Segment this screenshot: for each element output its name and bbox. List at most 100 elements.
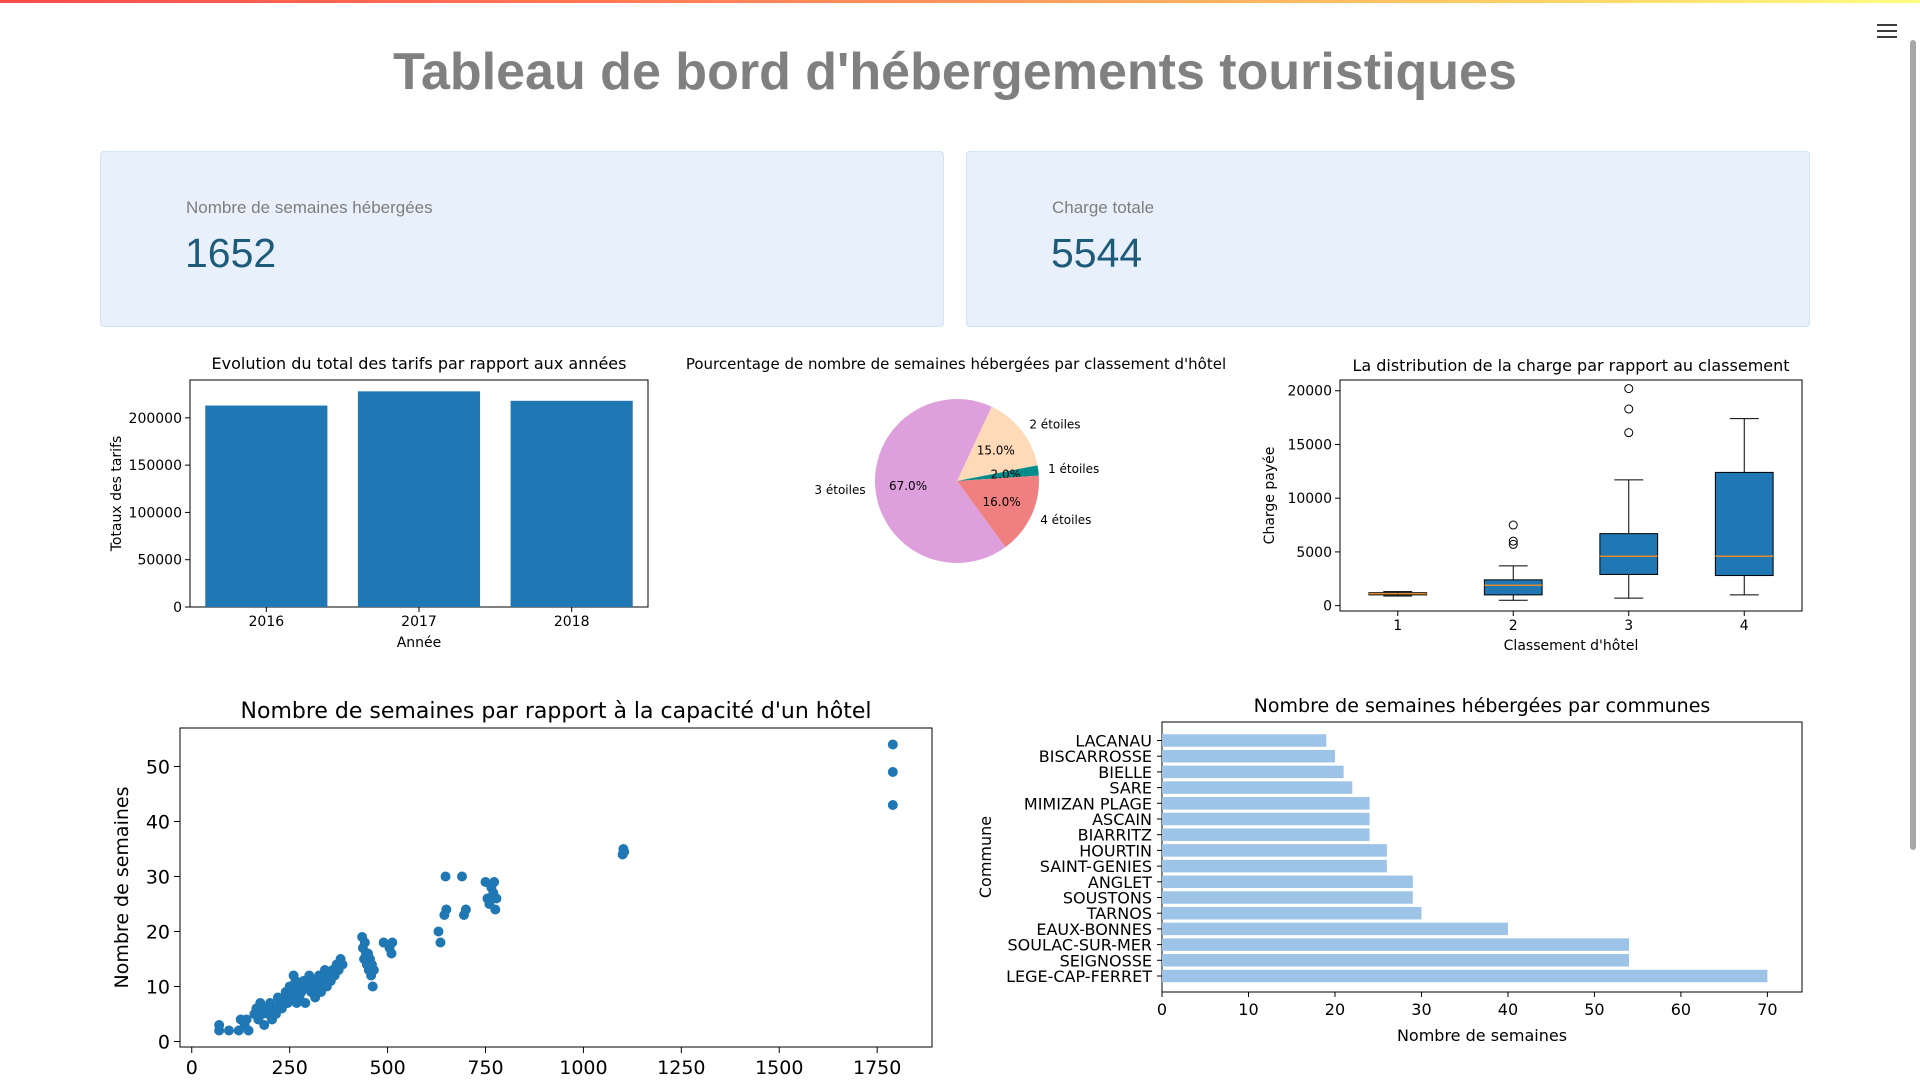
y-tick-label: 50000 bbox=[137, 553, 182, 569]
scatter-point bbox=[367, 981, 378, 992]
bar bbox=[1162, 859, 1387, 873]
scatter-point bbox=[619, 846, 630, 857]
outlier bbox=[1624, 384, 1634, 394]
y-axis-label: Commune bbox=[976, 816, 995, 898]
y-axis-label: Totaux des tarifs bbox=[109, 436, 125, 553]
scatter-point bbox=[259, 1020, 270, 1030]
box bbox=[1599, 533, 1659, 575]
y-tick-label: 40 bbox=[146, 812, 170, 834]
bar bbox=[1162, 844, 1387, 857]
y-tick-label: 10 bbox=[146, 977, 170, 999]
scatter-point bbox=[440, 871, 451, 882]
y-tick-label: HOURTIN bbox=[1079, 841, 1152, 860]
y-tick-label: EAUX-BONNES bbox=[1036, 920, 1152, 939]
y-tick-label: 30 bbox=[146, 867, 170, 889]
x-tick-label: 0 bbox=[186, 1057, 198, 1079]
bar bbox=[357, 391, 481, 607]
bar bbox=[1162, 812, 1370, 826]
y-tick-label: 0 bbox=[173, 600, 182, 616]
pie-slice bbox=[957, 465, 1039, 481]
y-tick-label: LACANAU bbox=[1075, 732, 1152, 751]
scrollbar[interactable] bbox=[1910, 40, 1916, 850]
slice-pct: 15.0% bbox=[977, 444, 1015, 458]
scatter-point bbox=[887, 767, 898, 777]
outlier bbox=[1508, 520, 1518, 530]
slice-pct: 67.0% bbox=[889, 479, 927, 493]
x-tick-label: 250 bbox=[272, 1057, 308, 1079]
bar bbox=[1162, 734, 1327, 747]
x-tick-label: 2 bbox=[1509, 618, 1518, 634]
outlier bbox=[1624, 428, 1634, 438]
scatter-chart-capacite: Nombre de semaines par rapport à la capa… bbox=[111, 699, 933, 1079]
x-tick-label: 60 bbox=[1671, 1000, 1691, 1019]
x-tick-label: 30 bbox=[1411, 1000, 1431, 1019]
x-tick-label: 1000 bbox=[559, 1057, 607, 1079]
x-tick-label: 40 bbox=[1498, 1000, 1518, 1019]
y-axis-label: Nombre de semaines bbox=[111, 787, 133, 989]
y-tick-label: SOULAC-SUR-MER bbox=[1008, 936, 1153, 955]
y-axis-label: Charge payée bbox=[1262, 447, 1278, 545]
outlier bbox=[1624, 404, 1634, 414]
scatter-point bbox=[489, 877, 500, 887]
y-tick-label: 100000 bbox=[129, 505, 182, 521]
box bbox=[1483, 579, 1543, 596]
y-tick-label: TARNOS bbox=[1086, 904, 1152, 923]
x-tick-label: 1250 bbox=[657, 1057, 705, 1079]
metric-value: 1652 bbox=[185, 230, 277, 276]
hamburger-menu-icon[interactable] bbox=[1874, 18, 1900, 44]
scatter-point bbox=[368, 965, 379, 975]
y-tick-label: 5000 bbox=[1296, 545, 1332, 561]
bar bbox=[1162, 891, 1413, 904]
x-tick-label: 2018 bbox=[554, 614, 590, 630]
slice-label: 4 étoiles bbox=[1040, 513, 1091, 527]
bar bbox=[1162, 922, 1508, 936]
y-tick-label: SAINT-GENIES bbox=[1040, 857, 1152, 876]
scatter-point bbox=[433, 926, 444, 937]
slice-label: 2 étoiles bbox=[1029, 417, 1080, 431]
scatter-point bbox=[337, 959, 348, 970]
y-tick-label: 20000 bbox=[1287, 384, 1332, 400]
outlier bbox=[1508, 536, 1518, 546]
slice-label: 1 étoiles bbox=[1048, 462, 1099, 476]
y-tick-label: BIARRITZ bbox=[1078, 826, 1152, 845]
x-tick-label: 500 bbox=[369, 1057, 405, 1079]
y-tick-label: 0 bbox=[158, 1032, 170, 1054]
slice-label: 3 étoiles bbox=[814, 483, 865, 497]
scatter-point bbox=[435, 937, 446, 948]
y-tick-label: 20 bbox=[146, 922, 170, 944]
x-tick-label: 1750 bbox=[853, 1057, 901, 1079]
bar bbox=[1162, 781, 1353, 794]
x-tick-label: 750 bbox=[467, 1057, 503, 1079]
x-axis-label: Classement d'hôtel bbox=[1504, 638, 1639, 654]
scatter-point bbox=[460, 904, 471, 915]
plot-frame bbox=[179, 727, 933, 1048]
scatter-point bbox=[887, 800, 898, 810]
hbar-chart-communes: Nombre de semaines hébergées par commune… bbox=[976, 695, 1803, 1045]
scatter-point bbox=[359, 937, 370, 948]
outlier bbox=[1508, 539, 1518, 549]
page-title: Tableau de bord d'hébergements touristiq… bbox=[393, 43, 1517, 101]
pie-slice bbox=[957, 475, 1039, 548]
chart-title: La distribution de la charge par rapport… bbox=[1352, 356, 1789, 375]
pie-chart-classement: Pourcentage de nombre de semaines héberg… bbox=[686, 355, 1226, 563]
metric-label: Charge totale bbox=[1052, 198, 1155, 217]
y-tick-label: 15000 bbox=[1287, 437, 1332, 453]
bar bbox=[1162, 969, 1768, 983]
x-axis-label: Nombre de semaines bbox=[1397, 1026, 1567, 1045]
scatter-point bbox=[490, 904, 501, 915]
bar bbox=[1162, 954, 1630, 967]
metric-value: 5544 bbox=[1051, 230, 1143, 276]
chart-title: Nombre de semaines par rapport à la capa… bbox=[241, 699, 872, 724]
scatter-point bbox=[223, 1025, 234, 1036]
x-tick-label: 20 bbox=[1325, 1000, 1345, 1019]
plot-frame bbox=[1339, 379, 1803, 612]
y-tick-label: BISCARROSSE bbox=[1039, 747, 1152, 766]
scatter-point bbox=[241, 1014, 252, 1025]
x-tick-label: 2016 bbox=[249, 614, 285, 630]
y-tick-label: 150000 bbox=[129, 458, 182, 474]
scatter-point bbox=[214, 1020, 225, 1030]
y-tick-label: SARE bbox=[1109, 779, 1152, 798]
bar bbox=[510, 400, 633, 607]
scatter-point bbox=[491, 893, 502, 904]
bar bbox=[1162, 797, 1370, 810]
